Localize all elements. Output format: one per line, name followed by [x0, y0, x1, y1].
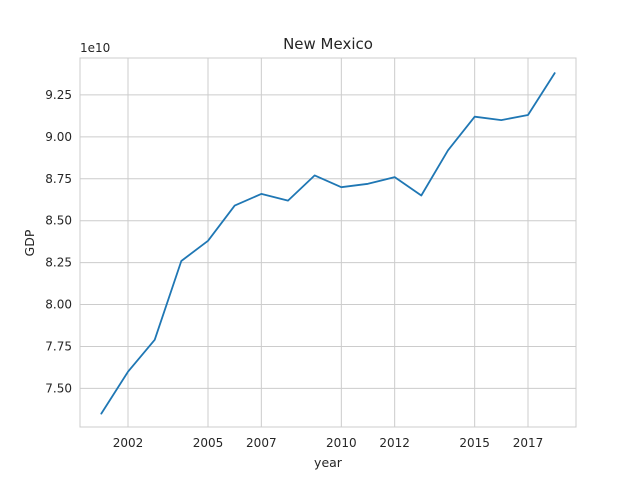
y-tick-labels: 7.50 7.75 8.00 8.25 8.50 8.75 9.00 9.25 — [45, 88, 72, 396]
x-tick-label: 2005 — [193, 436, 224, 450]
series-layer — [100, 72, 556, 415]
y-tick-label: 7.75 — [45, 339, 72, 353]
plot-frame — [79, 57, 577, 428]
y-tick-label: 9.25 — [45, 88, 72, 102]
y-tick-label: 9.00 — [45, 130, 72, 144]
y-tick-label: 8.50 — [45, 214, 72, 228]
y-offset-label: 1e10 — [80, 41, 110, 55]
x-tick-label: 2002 — [113, 436, 144, 450]
chart-title: New Mexico — [283, 35, 373, 53]
grid-layer — [80, 58, 576, 427]
y-tick-label: 8.75 — [45, 172, 72, 186]
y-tick-label: 8.25 — [45, 256, 72, 270]
x-tick-label: 2012 — [379, 436, 410, 450]
y-tick-label: 7.50 — [45, 381, 72, 395]
x-tick-label: 2007 — [246, 436, 277, 450]
y-tick-label: 8.00 — [45, 298, 72, 312]
gdp-series-line — [100, 72, 556, 415]
x-tick-labels: 2002 2005 2007 2010 2012 2015 2017 — [113, 436, 544, 450]
x-axis-label: year — [314, 455, 343, 470]
x-tick-label: 2015 — [459, 436, 490, 450]
x-tick-label: 2017 — [513, 436, 544, 450]
y-axis-label: GDP — [22, 229, 37, 256]
x-tick-label: 2010 — [326, 436, 357, 450]
